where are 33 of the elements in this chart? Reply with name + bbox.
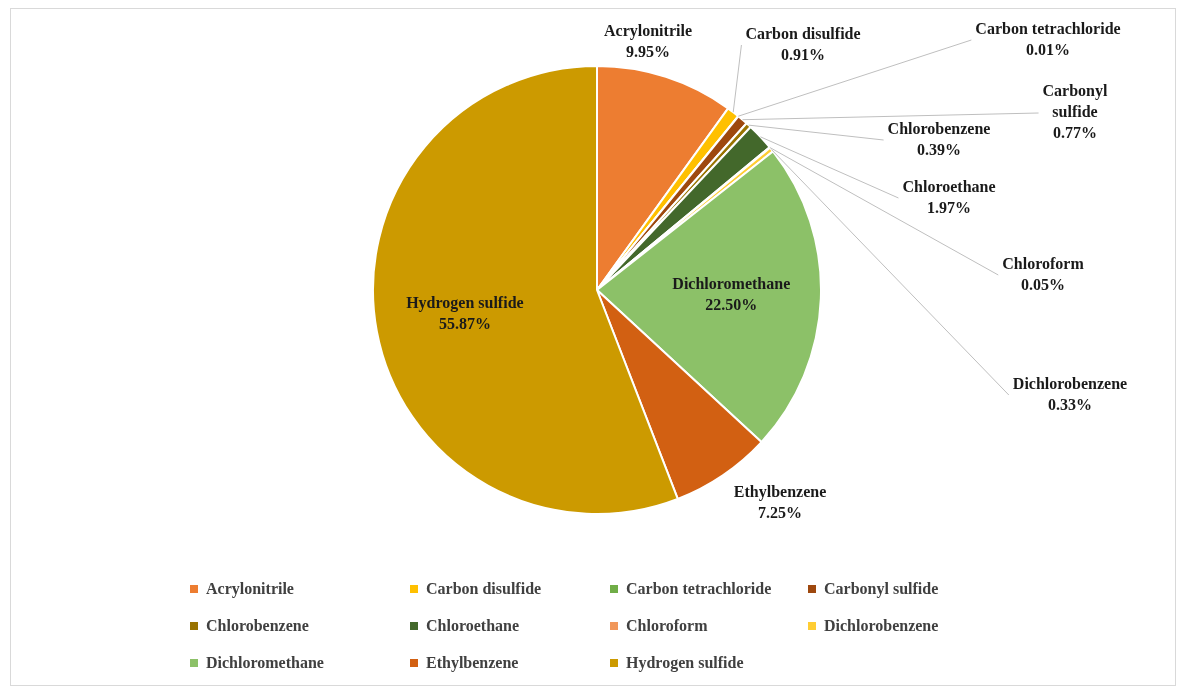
slice-label: Carbon disulfide — [745, 24, 861, 42]
data-label: 9.95% — [626, 42, 670, 60]
data-label: 7.25% — [758, 503, 802, 521]
legend-label: Carbon disulfide — [426, 580, 542, 598]
legend-label: Carbon tetrachloride — [626, 580, 772, 598]
data-label: 55.87% — [438, 315, 491, 333]
data-label: 0.77% — [1053, 124, 1097, 142]
slice-label: Dichlorobenzene — [1012, 374, 1128, 392]
legend-label: Carbonyl sulfide — [824, 580, 939, 598]
legend-label: Chloroethane — [426, 617, 520, 635]
slice-label: Dichloromethane — [672, 274, 791, 292]
data-label: 0.33% — [1048, 395, 1092, 413]
data-label: 0.39% — [917, 140, 961, 158]
data-label: 0.05% — [1021, 275, 1065, 293]
slice-label: Chloroform — [1002, 254, 1085, 272]
legend-label: Dichloromethane — [206, 654, 324, 672]
data-label: 0.91% — [781, 45, 825, 63]
legend-label: Chloroform — [626, 617, 708, 635]
legend-label: Hydrogen sulfide — [626, 654, 744, 672]
legend-label: Ethylbenzene — [426, 654, 519, 672]
slice-label: Carbon tetrachloride — [975, 19, 1121, 37]
slice-label: Acrylonitrile — [604, 21, 692, 40]
legend-label: Chlorobenzene — [206, 617, 309, 635]
slice-label: Chlorobenzene — [887, 119, 991, 137]
data-label: 22.50% — [705, 295, 758, 313]
slice-label: Chloroethane — [902, 177, 996, 195]
data-label: 0.01% — [1026, 40, 1070, 58]
data-label: 1.97% — [927, 198, 971, 216]
slice-label: Carbonyl sulfide — [1042, 82, 1108, 121]
slice-label: Ethylbenzene — [733, 482, 827, 501]
slice-label: Hydrogen sulfide — [406, 294, 524, 313]
legend-label: Dichlorobenzene — [824, 617, 939, 635]
legend-label: Acrylonitrile — [206, 580, 294, 598]
